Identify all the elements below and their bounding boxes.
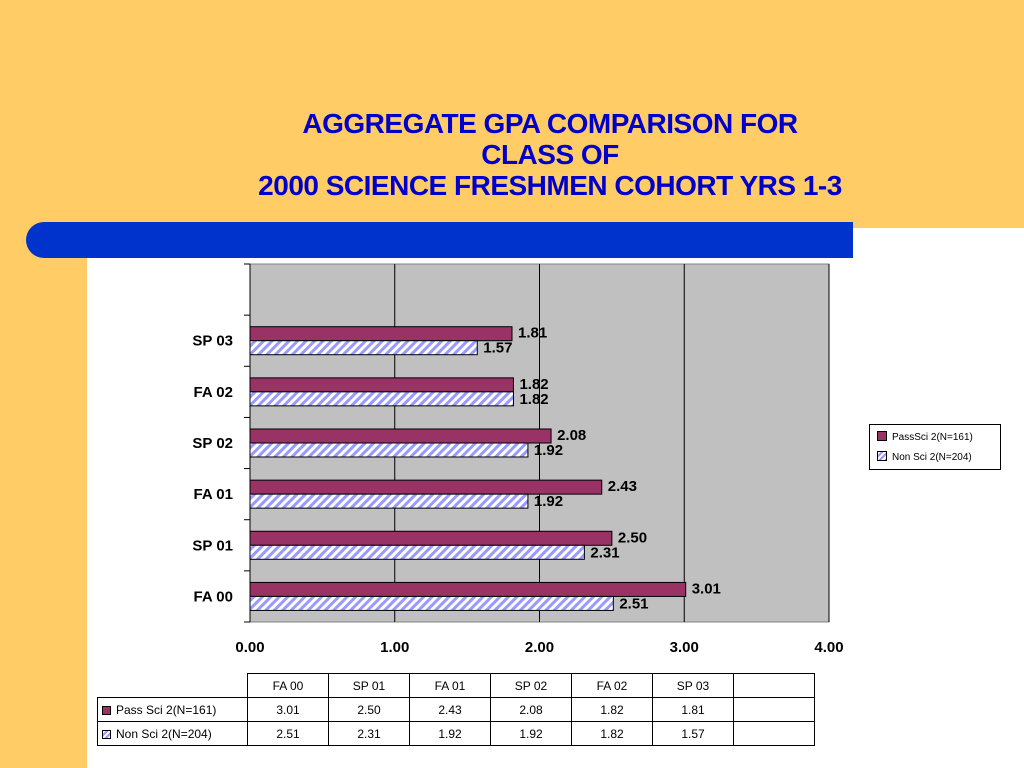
table-corner [98, 674, 248, 698]
table-cell: 3.01 [247, 697, 329, 722]
table-cell: 1.57 [652, 721, 734, 746]
data-label-pass: 1.81 [518, 325, 547, 342]
title-line-1: AGGREGATE GPA COMPARISON FOR [302, 108, 798, 139]
table-header-cell: SP 02 [490, 673, 572, 698]
data-label-pass: 3.01 [692, 580, 721, 597]
row-label-text: Pass Sci 2(N=161) [116, 702, 217, 717]
bar-pass [249, 581, 687, 597]
data-label-pass: 2.43 [608, 478, 637, 495]
table-cell: 2.08 [490, 697, 572, 722]
bar-non [249, 340, 478, 356]
data-label-non: 2.51 [619, 595, 648, 612]
table-cell: 2.31 [328, 721, 410, 746]
pass-swatch-icon [102, 705, 111, 715]
y-category-label: FA 01 [194, 486, 233, 503]
data-label-pass: 2.08 [557, 427, 586, 444]
data-label-non: 1.92 [534, 442, 563, 459]
y-category-label: SP 03 [192, 333, 233, 350]
bar-pass [249, 479, 603, 495]
table-row-label: Non Sci 2(N=204) [97, 721, 248, 746]
data-label-pass: 2.50 [618, 529, 647, 546]
legend-item-non: Non Sci 2(N=204) [877, 451, 972, 463]
table-cell: 1.81 [652, 697, 734, 722]
bar-non [249, 493, 529, 509]
pass-swatch-icon [877, 431, 887, 441]
data-label-pass: 1.82 [519, 376, 548, 393]
data-label-non: 2.31 [590, 544, 619, 561]
table-cell: 1.82 [571, 721, 653, 746]
table-cell: 1.92 [490, 721, 572, 746]
data-table: FA 00 SP 01 FA 01 SP 02 FA 02 SP 03 Pass… [97, 673, 815, 746]
title-line-2: CLASS OF [481, 139, 619, 170]
title-accent-bar [26, 222, 853, 258]
bar-non [249, 595, 614, 611]
legend-item-pass: PassSci 2(N=161) [877, 431, 973, 443]
bar-pass [249, 326, 513, 342]
y-category-label: SP 02 [192, 435, 233, 452]
table-blank-cell [733, 721, 815, 746]
table-row: Non Sci 2(N=204) 2.51 2.31 1.92 1.92 1.8… [97, 721, 815, 746]
table-cell: 2.50 [328, 697, 410, 722]
y-category-label: SP 01 [192, 537, 233, 554]
x-tick-label: 4.00 [814, 639, 843, 656]
y-category-label: FA 00 [194, 588, 233, 605]
table-header-cell: FA 02 [571, 673, 653, 698]
slide-title: AGGREGATE GPA COMPARISON FOR CLASS OF 20… [120, 108, 980, 201]
table-cell: 1.92 [409, 721, 491, 746]
table-header-cell: SP 03 [652, 673, 734, 698]
legend-label-pass: PassSci 2(N=161) [892, 432, 973, 443]
table-header-row: FA 00 SP 01 FA 01 SP 02 FA 02 SP 03 [98, 673, 815, 698]
row-label-text: Non Sci 2(N=204) [116, 726, 212, 741]
table-cell: 2.43 [409, 697, 491, 722]
table-header-cell: FA 01 [409, 673, 491, 698]
title-line-3: 2000 SCIENCE FRESHMEN COHORT YRS 1-3 [258, 170, 842, 201]
bar-non [249, 544, 585, 560]
data-label-non: 1.57 [483, 340, 512, 357]
x-tick-label: 2.00 [525, 639, 554, 656]
chart-legend: PassSci 2(N=161) Non Sci 2(N=204) [869, 424, 1001, 470]
bar-pass [249, 377, 514, 393]
table-row: Pass Sci 2(N=161) 3.01 2.50 2.43 2.08 1.… [97, 697, 815, 722]
table-cell: 2.51 [247, 721, 329, 746]
table-blank-cell [733, 697, 815, 722]
bar-pass [249, 428, 552, 444]
table-header-cell: FA 00 [247, 673, 329, 698]
non-swatch-icon [102, 729, 111, 739]
non-swatch-icon [877, 451, 887, 461]
table-row-label: Pass Sci 2(N=161) [97, 697, 248, 722]
bar-non [249, 442, 529, 458]
bar-non [249, 391, 514, 407]
table-header-cell: SP 01 [328, 673, 410, 698]
table-blank-cell [733, 673, 815, 698]
legend-label-non: Non Sci 2(N=204) [892, 452, 972, 463]
x-tick-label: 1.00 [380, 639, 409, 656]
data-label-non: 1.92 [534, 493, 563, 510]
x-tick-label: 3.00 [670, 639, 699, 656]
y-category-label: FA 02 [194, 384, 233, 401]
data-label-non: 1.82 [519, 391, 548, 408]
table-cell: 1.82 [571, 697, 653, 722]
bar-pass [249, 530, 613, 546]
x-tick-label: 0.00 [235, 639, 264, 656]
